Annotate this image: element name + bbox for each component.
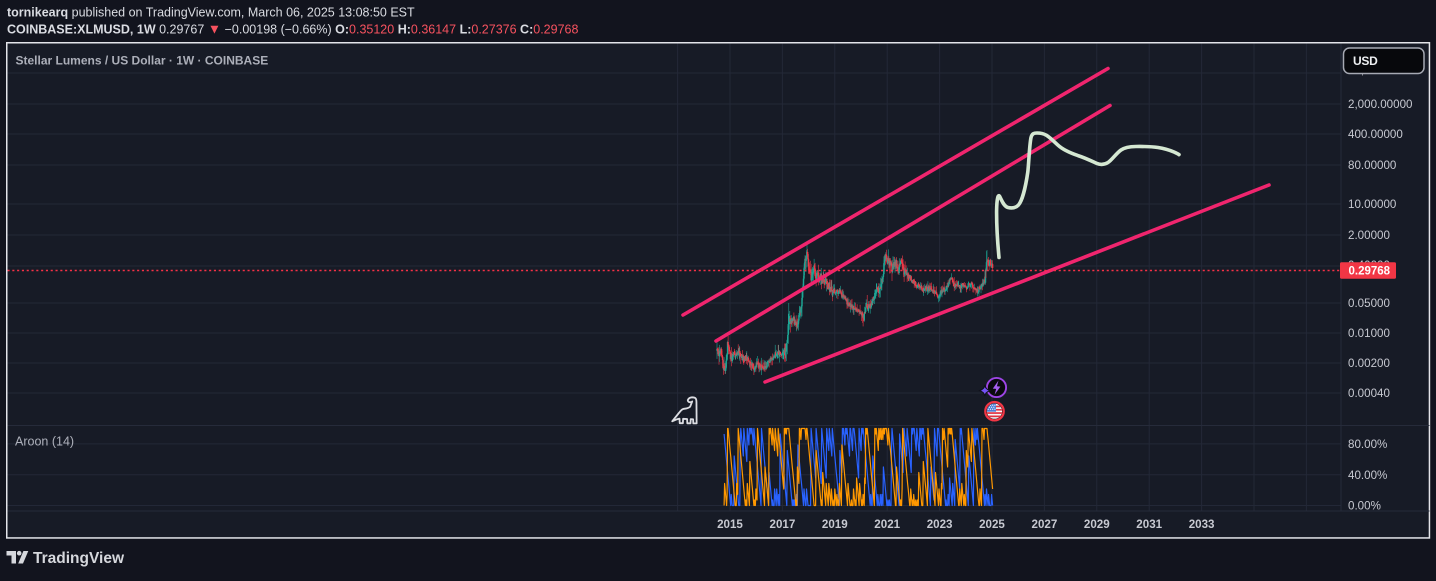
svg-text:Stellar Lumens / US Dollar · 1: Stellar Lumens / US Dollar · 1W · COINBA…	[16, 54, 269, 68]
svg-text:2033: 2033	[1189, 518, 1215, 531]
svg-text:400.00000: 400.00000	[1348, 128, 1403, 141]
svg-text:2029: 2029	[1084, 518, 1110, 531]
svg-text:0.01000: 0.01000	[1348, 327, 1390, 340]
svg-text:0.00040: 0.00040	[1348, 387, 1390, 400]
svg-text:COINBASE:XLMUSD, 1W 0.29767 ▼: COINBASE:XLMUSD, 1W 0.29767 ▼ −0.00198 (…	[7, 22, 578, 37]
svg-text:80.00%: 80.00%	[1348, 438, 1387, 451]
svg-text:10.00000: 10.00000	[1348, 198, 1396, 211]
svg-text:80.00000: 80.00000	[1348, 159, 1396, 172]
svg-text:2025: 2025	[979, 518, 1005, 531]
svg-text:2021: 2021	[874, 518, 900, 531]
svg-text:40.00%: 40.00%	[1348, 469, 1387, 482]
svg-text:2015: 2015	[717, 518, 743, 531]
svg-text:2019: 2019	[822, 518, 848, 531]
svg-text:USD: USD	[1353, 54, 1378, 68]
svg-text:tornikearq published on Tradin: tornikearq published on TradingView.com,…	[7, 6, 415, 20]
svg-text:2017: 2017	[770, 518, 796, 531]
svg-text:2.00000: 2.00000	[1348, 229, 1390, 242]
svg-text:0.00200: 0.00200	[1348, 357, 1390, 370]
svg-text:0.29768: 0.29768	[1349, 266, 1391, 278]
svg-text:TradingView: TradingView	[33, 550, 125, 567]
svg-text:2031: 2031	[1136, 518, 1162, 531]
svg-text:Aroon (14): Aroon (14)	[15, 435, 74, 449]
svg-text:2,000.00000: 2,000.00000	[1348, 98, 1412, 111]
svg-text:2027: 2027	[1032, 518, 1058, 531]
svg-text:2023: 2023	[927, 518, 953, 531]
svg-text:0.00%: 0.00%	[1348, 500, 1381, 513]
svg-text:0.05000: 0.05000	[1348, 297, 1390, 310]
